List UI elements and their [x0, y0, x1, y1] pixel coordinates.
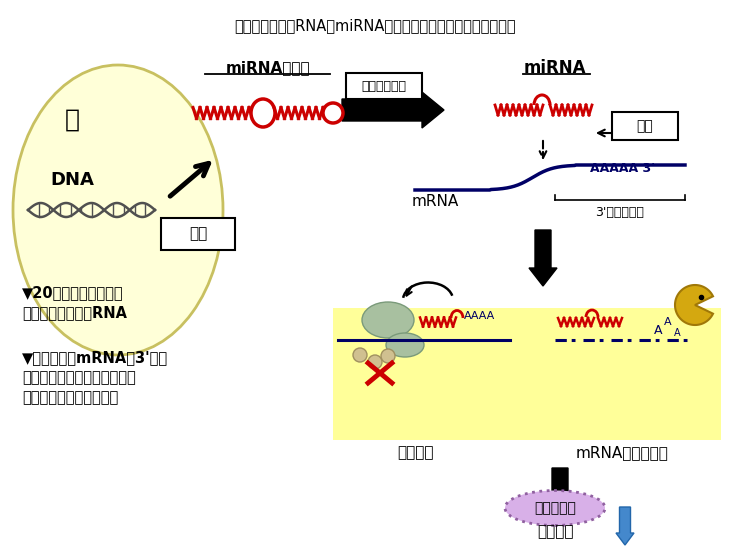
Polygon shape	[675, 285, 713, 325]
FancyBboxPatch shape	[612, 112, 678, 140]
Text: 転写: 転写	[189, 227, 207, 242]
Ellipse shape	[13, 65, 223, 355]
Text: miRNA前駆体: miRNA前駆体	[226, 60, 310, 75]
Text: プロセシング: プロセシング	[362, 79, 407, 93]
Ellipse shape	[505, 490, 605, 526]
FancyBboxPatch shape	[333, 308, 721, 440]
Text: A: A	[674, 328, 680, 338]
Text: ▼20塩基程度の一本鎖: ▼20塩基程度の一本鎖	[22, 286, 124, 301]
Text: mRNA: mRNA	[411, 195, 458, 209]
FancyBboxPatch shape	[161, 218, 235, 250]
Circle shape	[323, 103, 343, 123]
Text: ▼標的となるmRNAの3'末端: ▼標的となるmRNAの3'末端	[22, 350, 168, 365]
Text: ノンコーディングRNA: ノンコーディングRNA	[22, 305, 127, 320]
Text: miRNA: miRNA	[524, 59, 586, 77]
Text: 翻訳阻害: 翻訳阻害	[397, 445, 433, 460]
Ellipse shape	[251, 99, 275, 127]
Text: A: A	[654, 324, 662, 336]
Ellipse shape	[362, 302, 414, 338]
Text: タンパク質: タンパク質	[534, 501, 576, 515]
FancyArrow shape	[342, 92, 444, 128]
FancyArrow shape	[547, 468, 574, 522]
Text: AAAA: AAAA	[464, 311, 495, 321]
FancyArrow shape	[616, 507, 634, 545]
Ellipse shape	[386, 333, 424, 357]
Text: AAAAA 3': AAAAA 3'	[590, 161, 656, 175]
Text: 3'非翻訳領域: 3'非翻訳領域	[596, 205, 644, 219]
FancyArrow shape	[529, 230, 557, 286]
Text: DNA: DNA	[50, 171, 94, 189]
Circle shape	[381, 349, 395, 363]
Circle shape	[353, 348, 367, 362]
Text: 図１　マイクロRNA（miRNA）による遺伝子発現調節の概念図: 図１ マイクロRNA（miRNA）による遺伝子発現調節の概念図	[234, 18, 516, 33]
Text: 非翻訳領域に相補的に結合し: 非翻訳領域に相補的に結合し	[22, 371, 136, 386]
Text: mRNAの分解誘導: mRNAの分解誘導	[575, 445, 668, 460]
Text: 発現低下: 発現低下	[537, 525, 573, 540]
FancyBboxPatch shape	[346, 73, 422, 99]
Text: 結合: 結合	[637, 119, 653, 133]
Text: A: A	[664, 317, 672, 327]
Text: 遺伝子の発現を負に制御: 遺伝子の発現を負に制御	[22, 391, 118, 406]
Circle shape	[368, 355, 382, 369]
Text: 核: 核	[64, 108, 80, 132]
